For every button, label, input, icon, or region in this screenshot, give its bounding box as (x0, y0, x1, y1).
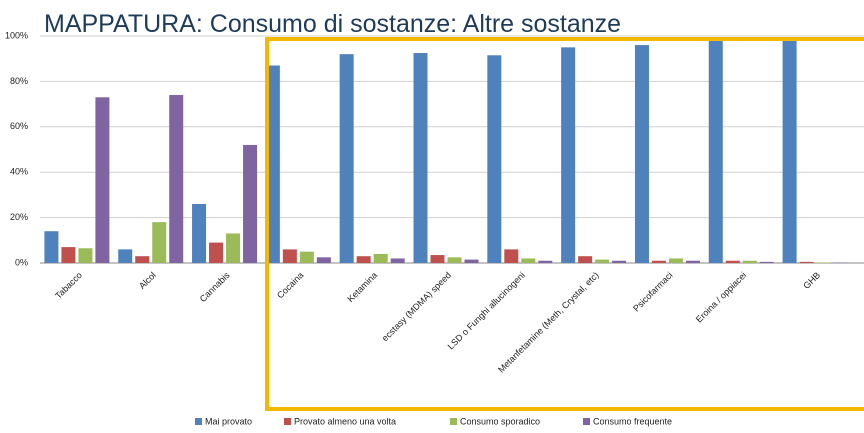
bar (685, 260, 700, 263)
bar (152, 222, 167, 263)
legend-swatch (284, 418, 291, 425)
y-tick-label: 60% (10, 121, 28, 131)
bar (521, 258, 536, 263)
bar (742, 260, 757, 263)
bar (78, 248, 93, 263)
x-tick-label: Alcol (137, 270, 158, 291)
bar (561, 47, 576, 263)
bar (725, 260, 740, 263)
x-tick-label: Cocaina (275, 270, 305, 300)
x-tick-label: ecstasy (MDMA) speed (380, 270, 453, 343)
bar (430, 255, 445, 263)
bar (759, 261, 774, 263)
bar (299, 251, 314, 263)
bar (578, 256, 593, 263)
bar (192, 203, 207, 263)
bar (504, 249, 519, 263)
bar (634, 45, 649, 263)
y-tick-label: 80% (10, 76, 28, 86)
y-tick-label: 20% (10, 212, 28, 222)
bar (612, 260, 627, 263)
bar (782, 37, 797, 264)
y-tick-label: 100% (5, 30, 28, 40)
x-tick-label: Tabacco (53, 270, 84, 301)
legend-label: Mai provato (205, 416, 252, 426)
bar (390, 258, 405, 263)
legend-swatch (450, 418, 457, 425)
bar (447, 257, 462, 263)
y-tick-label: 0% (15, 257, 28, 267)
legend-label: Provato almeno una volta (294, 416, 396, 426)
x-tick-label: Eroina / oppiacei (694, 270, 748, 324)
x-tick-label: GHB (801, 270, 822, 291)
bar (595, 259, 610, 263)
bar (209, 242, 224, 263)
y-tick-label: 40% (10, 167, 28, 177)
bar (169, 95, 184, 264)
bar (339, 54, 354, 263)
bar (373, 253, 388, 263)
bar (464, 259, 479, 263)
bar (282, 249, 297, 263)
bar (265, 65, 280, 263)
bar (651, 260, 666, 263)
x-tick-label: Cannabis (198, 270, 232, 304)
bar (708, 40, 723, 263)
highlight-box (265, 37, 864, 411)
legend-swatch (195, 418, 202, 425)
bar (243, 144, 258, 263)
bar (799, 261, 814, 263)
legend-label: Consumo sporadico (460, 416, 540, 426)
bar (95, 97, 110, 263)
bar (668, 258, 683, 263)
bar (44, 231, 59, 263)
bar (135, 256, 150, 263)
bar (226, 233, 241, 263)
bar (413, 53, 428, 264)
bar (356, 256, 371, 263)
chart-title: MAPPATURA: Consumo di sostanze: Altre so… (44, 10, 621, 38)
bar (316, 257, 331, 263)
bar (118, 249, 133, 263)
bar (61, 247, 76, 263)
x-tick-label: Ketamina (345, 270, 379, 304)
legend-swatch (583, 418, 590, 425)
x-tick-label: Psicofarmaci (631, 270, 674, 313)
bar (487, 55, 502, 263)
x-tick-label: LSD o Funghi allucinogeni (446, 270, 527, 351)
legend-label: Consumo frequente (593, 416, 672, 426)
bar (538, 260, 553, 263)
